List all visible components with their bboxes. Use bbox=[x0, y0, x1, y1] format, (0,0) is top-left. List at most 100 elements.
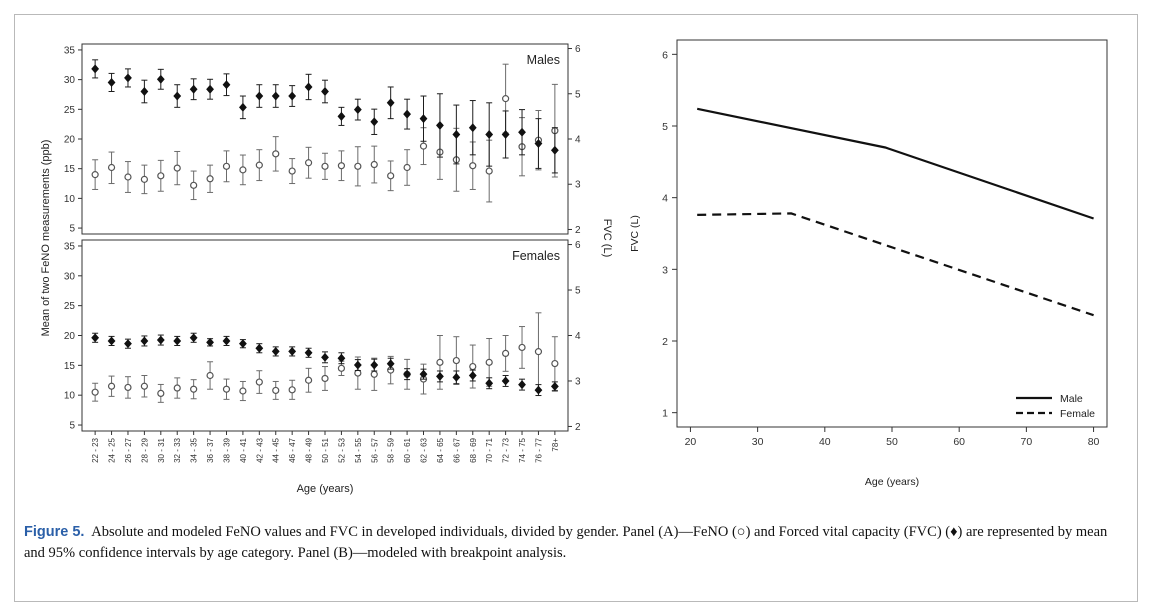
panel-a-x-tick-label: 46 - 47 bbox=[288, 437, 297, 462]
panel-a-bottom-feno-point bbox=[190, 385, 198, 393]
panel-b-y-tick-label: 6 bbox=[662, 49, 668, 61]
panel-a-x-tick-label: 44 - 45 bbox=[272, 437, 281, 462]
panel-a-bottom-feno-point bbox=[534, 348, 543, 356]
panel-a-top-fvc-point bbox=[140, 87, 149, 96]
panel-a-top-fvc-point bbox=[485, 130, 494, 139]
panel-b-line-male bbox=[696, 107, 1094, 220]
panel-a-bottom-plot-frame bbox=[81, 239, 569, 432]
panel-a-top-y-tick-label: 35 bbox=[64, 45, 76, 56]
panel-a-top-plot-frame bbox=[81, 43, 569, 235]
panel-a-bottom-fvc-point bbox=[403, 369, 411, 379]
panel-a-bottom-feno-point bbox=[321, 374, 329, 383]
panel-a-top-y2-tick-label: 6 bbox=[575, 44, 581, 55]
panel-a-x-tick-label: 40 - 41 bbox=[239, 437, 248, 462]
panel-a-x-tick-label: 70 - 71 bbox=[485, 437, 494, 462]
panel-a-x-tick-label: 26 - 27 bbox=[124, 437, 133, 462]
panel-a-top-feno-point bbox=[304, 159, 313, 167]
panel-b-legend-label-male: Male bbox=[1060, 393, 1083, 405]
panel-a-top-fvc-point bbox=[173, 91, 182, 101]
panel-a-top-fvc-point bbox=[189, 84, 198, 94]
panel-a-top-fvc-point bbox=[91, 64, 100, 74]
panel-a-bottom-fvc-point bbox=[173, 336, 182, 346]
panel-b-legend-label-female: Female bbox=[1060, 408, 1095, 420]
panel-b-x-tick-label: 60 bbox=[953, 436, 965, 448]
panel-a-top-fvc-point bbox=[288, 91, 297, 101]
panel-a-bottom-feno-point bbox=[272, 386, 280, 395]
panel-a-bottom-fvc-point bbox=[534, 385, 543, 395]
panel-a-top-fvc-point bbox=[107, 77, 116, 87]
panel-a-bottom-y2-tick-label: 4 bbox=[575, 331, 581, 342]
panel-a-top-feno-point bbox=[288, 167, 296, 175]
panel-a-x-tick-label: 76 - 77 bbox=[534, 437, 543, 462]
panel-a-top-fvc-point bbox=[156, 74, 165, 84]
panel-b-x-tick-label: 80 bbox=[1088, 436, 1100, 448]
panel-a-top-feno-point bbox=[387, 172, 395, 180]
panel-a-top-feno-point bbox=[321, 162, 329, 170]
panel-a-top-feno-point bbox=[403, 163, 411, 172]
panel-a-bottom-fvc-point bbox=[386, 359, 395, 369]
panel-a-bottom-y-tick-label: 10 bbox=[64, 391, 76, 402]
panel-a-top-feno-point bbox=[239, 166, 247, 174]
panel-a-x-tick-label: 66 - 67 bbox=[452, 437, 461, 462]
panel-a-bottom-feno-point bbox=[239, 387, 247, 395]
panel-a-x-tick-label: 62 - 63 bbox=[420, 437, 429, 462]
panel-a-top-feno-point bbox=[157, 172, 165, 180]
panel-a-top-fvc-point bbox=[239, 102, 247, 112]
panel-a-top-feno-point bbox=[419, 142, 428, 150]
panel-a-bottom-feno-point bbox=[551, 359, 559, 368]
panel-a-top-fvc-point bbox=[255, 91, 264, 101]
panel-a-top-fvc-point bbox=[550, 145, 559, 155]
panel-a-top-fvc-point bbox=[534, 139, 543, 148]
panel-a-bottom-fvc-point bbox=[321, 352, 329, 362]
panel-a-bottom-y-tick-label: 20 bbox=[64, 331, 76, 342]
panel-a-top-feno-point bbox=[206, 175, 214, 183]
panel-a-x-tick-label: 48 - 49 bbox=[305, 437, 314, 462]
panel-a-x-tick-label: 36 - 37 bbox=[206, 437, 215, 462]
panel-a-bottom-fvc-point bbox=[222, 336, 231, 346]
panel-b-x-tick-label: 30 bbox=[752, 436, 764, 448]
panel-a-bottom-fvc-point bbox=[271, 346, 280, 356]
panel-b-x-tick-label: 50 bbox=[886, 436, 898, 448]
panel-a-x-tick-label: 72 - 73 bbox=[502, 437, 511, 462]
panel-a-bottom-fvc-point bbox=[156, 335, 165, 345]
panel-a-top-fvc-point bbox=[222, 80, 231, 90]
panel-a-bottom-y2-tick-label: 3 bbox=[575, 376, 581, 387]
panel-b-x-tick-label: 20 bbox=[685, 436, 697, 448]
panel-a-bottom-y-tick-label: 5 bbox=[69, 421, 75, 432]
panel-a-top-y-tick-label: 25 bbox=[64, 105, 76, 116]
panel-a-bottom-feno-point bbox=[518, 343, 526, 352]
panel-a-top-y-tick-label: 20 bbox=[64, 135, 76, 146]
panel-a-bottom-fvc-point bbox=[452, 372, 461, 382]
panel-a-top-y2-tick-label: 3 bbox=[575, 180, 581, 191]
panel-a-top-fvc-point bbox=[271, 91, 280, 101]
panel-a-bottom-fvc-point bbox=[91, 333, 100, 343]
panel-a-x-tick-label: 22 - 23 bbox=[91, 437, 100, 462]
panel-a-bottom-fvc-point bbox=[468, 371, 477, 380]
panel-a-bottom-fvc-point bbox=[255, 343, 264, 353]
panel-b-y-tick-label: 3 bbox=[662, 264, 668, 276]
panel-a-top-feno-point bbox=[272, 150, 280, 158]
panel-a-top-feno-point bbox=[91, 171, 99, 179]
panel-b-line-female bbox=[697, 212, 1094, 317]
panel-a-y-axis-label: Mean of two FeNO measurements (ppb) bbox=[40, 140, 52, 337]
panel-a-bottom-fvc-point bbox=[518, 380, 526, 390]
panel-a-top-fvc-point bbox=[370, 117, 379, 127]
panel-a-x-tick-label: 50 - 51 bbox=[321, 437, 330, 462]
panel-a-x-tick-label: 56 - 57 bbox=[370, 437, 379, 462]
panel-a-bottom-feno-point bbox=[206, 371, 214, 380]
panel-a-bottom-feno-point bbox=[370, 370, 378, 378]
panel-a-top-fvc-point bbox=[304, 82, 313, 92]
panel-a-top-feno-point bbox=[173, 164, 181, 172]
panel-b-y-tick-label: 2 bbox=[662, 336, 668, 348]
panel-a-bottom-y2-tick-label: 6 bbox=[575, 240, 581, 251]
panel-a-bottom-fvc-point bbox=[501, 376, 510, 386]
panel-b-y-axis-label: FVC (L) bbox=[629, 215, 641, 252]
panel-a-bottom-y-tick-label: 25 bbox=[64, 301, 76, 312]
panel-a-bottom-fvc-point bbox=[370, 360, 379, 370]
panel-b-x-axis-label: Age (years) bbox=[865, 476, 919, 488]
panel-a-bottom-feno-point bbox=[288, 386, 296, 394]
panel-b-y-tick-label: 4 bbox=[662, 193, 668, 205]
panel-a-x-tick-label: 24 - 25 bbox=[108, 437, 117, 462]
panel-b-y-tick-label: 1 bbox=[662, 408, 668, 420]
